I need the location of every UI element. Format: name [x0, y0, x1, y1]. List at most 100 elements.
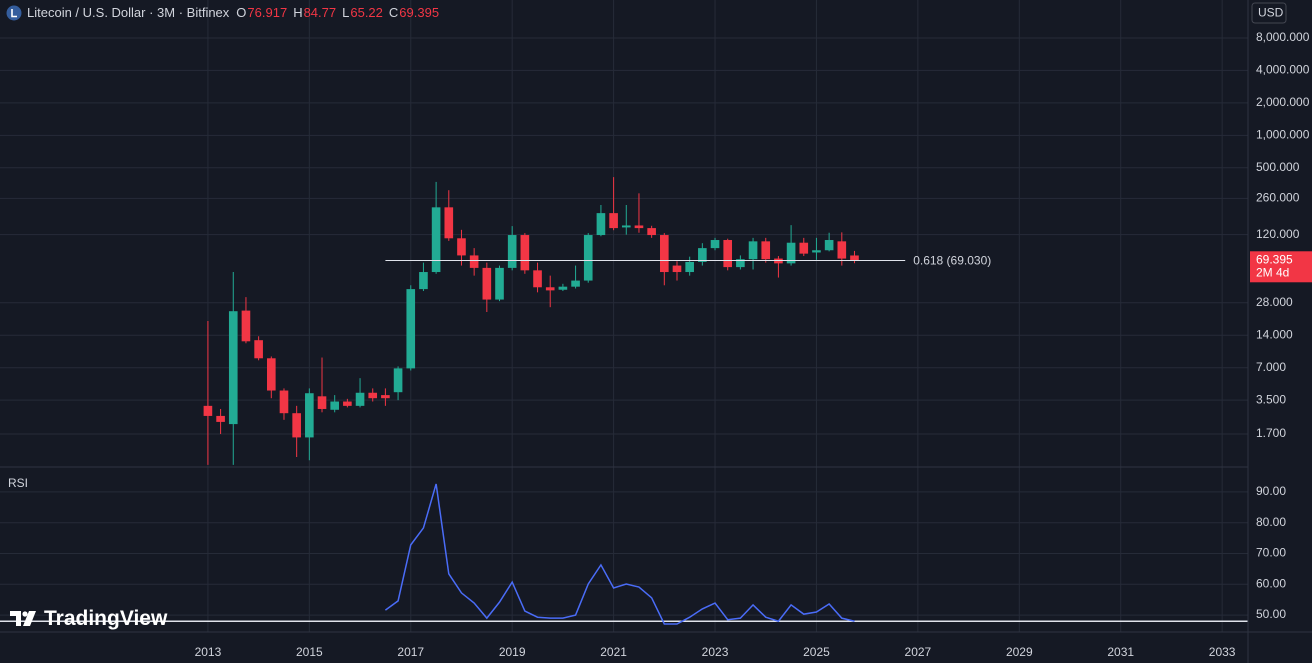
y-tick-label: 70.00 [1256, 546, 1286, 560]
candle-body [444, 207, 454, 239]
currency: USD [1258, 6, 1284, 20]
y-tick-label: 3.500 [1256, 392, 1286, 406]
candle-body [533, 270, 542, 288]
candle-body [469, 255, 479, 268]
y-tick-label: 14.000 [1256, 327, 1293, 341]
symbol-logo-glyph [11, 9, 17, 18]
candle-body [393, 368, 403, 393]
y-tick-label: 90.00 [1256, 484, 1286, 498]
y-tick-label: 7.000 [1256, 360, 1286, 374]
candle-body [710, 240, 720, 249]
x-tick-label: 2021 [600, 645, 627, 659]
candle-body [647, 228, 656, 236]
brand-name: TradingView [44, 607, 168, 630]
candle-body [279, 390, 289, 414]
candle-body [786, 242, 796, 264]
y-tick-label: 260.000 [1256, 191, 1300, 205]
x-tick-label: 2023 [702, 645, 729, 659]
last-price: 69.395 [1256, 252, 1293, 266]
bar-countdown: 2M 4d [1256, 265, 1289, 279]
brand-logo: TradingView [10, 607, 168, 630]
ohlc-value: 76.917 [247, 5, 287, 20]
symbol-logo [6, 5, 22, 21]
marks [0, 177, 1248, 625]
candle-body [672, 265, 682, 273]
x-tick-label: 2027 [905, 645, 932, 659]
x-tick-label: 2017 [397, 645, 424, 659]
candle-body [558, 286, 568, 290]
y-tick-label: 1,000.000 [1256, 128, 1310, 142]
ohlc-value: 84.77 [304, 5, 337, 20]
x-tick-label: 2031 [1107, 645, 1134, 659]
candle-body [317, 396, 327, 409]
candle-body [850, 255, 859, 261]
candle-body [482, 267, 492, 300]
currency-box[interactable] [1251, 2, 1287, 24]
candle-body [305, 393, 314, 438]
y-tick-label: 1.700 [1256, 426, 1286, 440]
candle-body [812, 250, 821, 253]
y-tick-label: 80.00 [1256, 515, 1286, 529]
last-price-tag [1250, 251, 1312, 283]
candle-body [330, 401, 340, 410]
ohlc-letter: L [342, 5, 349, 20]
candle-body [355, 392, 365, 406]
x-tick-label: 2029 [1006, 645, 1033, 659]
candle-body [431, 207, 441, 273]
candle-body [216, 415, 225, 422]
candle-body [748, 241, 758, 260]
candle-body [761, 241, 771, 260]
fib-level-label: 0.618 (69.030) [913, 254, 991, 268]
ohlc-letter: C [389, 5, 398, 20]
candle-body [583, 235, 593, 281]
candle-body [837, 241, 847, 259]
candle-body [736, 259, 745, 268]
y-tick-label: 50.00 [1256, 607, 1286, 621]
y-tick-label: 120.000 [1256, 227, 1300, 241]
brand-icon-slash [23, 611, 36, 626]
candle-body [254, 340, 263, 359]
x-tick-label: 2019 [499, 645, 526, 659]
y-tick-label: 4,000.000 [1256, 63, 1310, 77]
candle-body [609, 213, 618, 229]
ohlc-letter: H [293, 5, 302, 20]
candle-body [343, 401, 352, 406]
rsi-pane-label: RSI [8, 476, 28, 490]
y-tick-label: 2,000.000 [1256, 95, 1310, 109]
y-tick-label: 500.000 [1256, 160, 1300, 174]
candle-body [203, 405, 213, 416]
candle-body [723, 240, 733, 268]
brand-icon-dot [22, 611, 28, 617]
y-tick-label: 60.00 [1256, 576, 1286, 590]
candle-body [824, 240, 834, 251]
ohlc-value: 65.22 [350, 5, 383, 20]
ohlc-letter: O [236, 5, 246, 20]
candle-body [457, 238, 466, 256]
candle-body [241, 310, 251, 342]
chart-title: Litecoin / U.S. Dollar · 3M · Bitfinex [27, 5, 230, 20]
candle-body [292, 413, 301, 438]
candle-body [266, 358, 276, 391]
candle-body [660, 235, 669, 273]
candle-body [685, 261, 694, 273]
x-tick-label: 2025 [803, 645, 830, 659]
x-tick-label: 2033 [1209, 645, 1236, 659]
candle-body [419, 272, 428, 290]
rsi-line [384, 483, 855, 625]
candle-body [368, 392, 378, 399]
candle-body [495, 267, 504, 300]
candle-body [545, 287, 555, 291]
candle-body [571, 280, 580, 287]
candle-body [634, 225, 644, 229]
y-tick-label: 28.000 [1256, 295, 1293, 309]
y-tick-label: 8,000.000 [1256, 30, 1310, 44]
candle-body [406, 289, 416, 369]
candle-body [381, 395, 390, 399]
candle-body [799, 242, 809, 254]
brand-icon [10, 611, 21, 626]
x-tick-label: 2015 [296, 645, 323, 659]
ohlc-value: 69.395 [399, 5, 439, 20]
